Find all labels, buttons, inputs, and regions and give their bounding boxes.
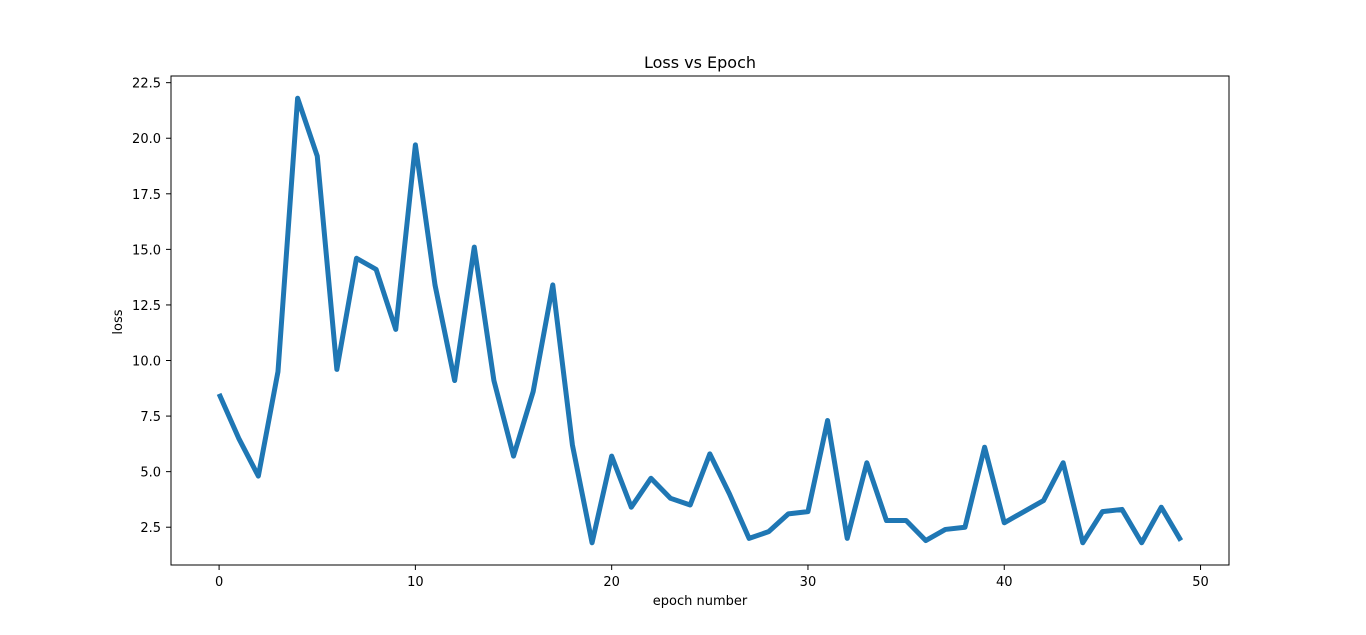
y-axis: 2.5 5.0 7.5 10.0 12.5 15.0 17.5 20.0 22.5 [132,77,171,536]
chart-title: Loss vs Epoch [644,53,756,72]
x-axis-label: epoch number [653,594,748,609]
plot-area [170,75,1230,566]
y-tick-label: 7.5 [140,410,161,425]
y-tick-label: 15.0 [132,243,161,258]
y-tick-label: 22.5 [132,77,161,92]
y-tick-label: 2.5 [140,521,161,536]
x-tick-label: 40 [996,575,1013,590]
x-tick-label: 10 [407,575,424,590]
y-tick-label: 10.0 [132,355,161,370]
x-tick-label: 30 [800,575,817,590]
y-tick-label: 20.0 [132,132,161,147]
y-axis-label: loss [111,309,126,334]
x-tick-label: 50 [1192,575,1209,590]
x-axis: 0 10 20 30 40 50 [215,565,1209,590]
y-tick-label: 12.5 [132,299,161,314]
x-tick-label: 0 [215,575,223,590]
loss-series-line [216,95,1184,546]
y-tick-label: 17.5 [132,188,161,203]
y-tick-label: 5.0 [140,466,161,481]
x-tick-label: 20 [603,575,620,590]
